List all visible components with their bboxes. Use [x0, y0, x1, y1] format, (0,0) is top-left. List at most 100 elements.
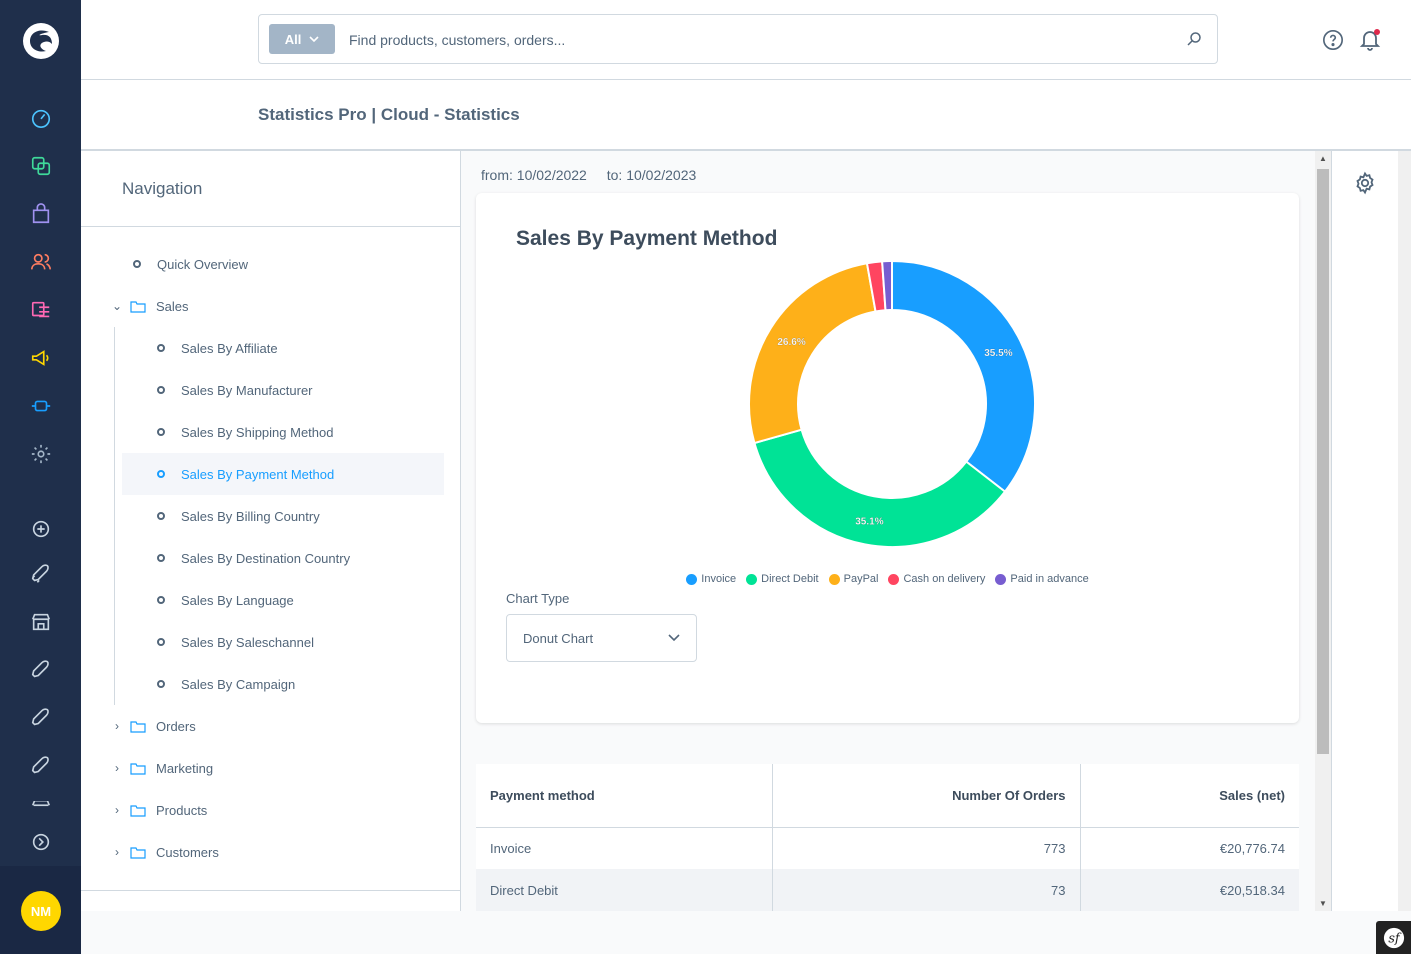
content-icon[interactable] — [28, 297, 54, 323]
avatar[interactable]: NM — [21, 891, 61, 931]
rocket-icon[interactable] — [28, 705, 54, 731]
bullet-icon — [157, 680, 165, 688]
chevron-down-icon[interactable]: ⌄ — [111, 299, 123, 313]
nav-item-sales-by-payment-method[interactable]: Sales By Payment Method — [122, 453, 444, 495]
legend-item-paid-in-advance[interactable]: Paid in advance — [995, 573, 1089, 585]
expand-sidebar-icon[interactable] — [28, 829, 54, 855]
marketing-icon[interactable] — [28, 345, 54, 371]
chart-legend: Invoice Direct Debit PayPal Cash on deliver… — [476, 573, 1299, 585]
nav-item-label: Orders — [156, 718, 196, 734]
search-input[interactable] — [349, 29, 1149, 51]
storefront-icon[interactable] — [28, 609, 54, 635]
legend-item-cash-on-delivery[interactable]: Cash on delivery — [888, 573, 985, 585]
donut-slice-direct-debit[interactable] — [753, 428, 1007, 548]
nav-folder-customers[interactable]: › Customers — [110, 831, 219, 873]
content-scrollbar[interactable]: ▲ ▼ — [1315, 151, 1331, 911]
right-sidebar — [1331, 151, 1411, 911]
chevron-right-icon[interactable]: › — [115, 719, 119, 733]
chart-type-value: Donut Chart — [523, 630, 594, 646]
chevron-right-icon[interactable]: › — [115, 761, 119, 775]
gear-icon[interactable] — [1353, 171, 1377, 195]
add-circle-icon[interactable] — [28, 516, 54, 542]
bullet-icon — [157, 554, 165, 562]
slice-data-label: 35.1% — [855, 516, 883, 527]
folder-open-icon — [130, 300, 146, 313]
column-header-payment-method[interactable]: Payment method — [476, 764, 772, 828]
donut-slice-invoice[interactable] — [891, 259, 1036, 494]
folder-icon — [130, 804, 146, 817]
cell-number-of-orders: 773 — [771, 827, 1080, 869]
customers-icon[interactable] — [28, 249, 54, 275]
legend-label: Invoice — [701, 573, 737, 585]
extensions-icon[interactable] — [28, 393, 54, 419]
search-type-label: All — [284, 31, 302, 47]
rocket-icon[interactable] — [28, 753, 54, 779]
date-from: from: 10/02/2022 — [481, 167, 587, 183]
top-header: All — [81, 0, 1411, 80]
search-type-dropdown[interactable]: All — [269, 24, 335, 54]
donut-slice-paid-in-advance[interactable] — [881, 259, 893, 312]
chevron-right-icon[interactable]: › — [115, 845, 119, 859]
bullet-icon — [157, 386, 165, 394]
legend-marker — [746, 573, 758, 585]
page-title-bar: Statistics Pro | Cloud - Statistics — [81, 80, 1411, 151]
nav-item-sales-by-affiliate[interactable]: Sales By Affiliate — [157, 327, 278, 369]
nav-item-sales-by-billing-country[interactable]: Sales By Billing Country — [157, 495, 320, 537]
nav-item-sales-by-campaign[interactable]: Sales By Campaign — [157, 663, 295, 705]
legend-label: Cash on delivery — [903, 573, 986, 585]
nav-item-label: Quick Overview — [157, 256, 249, 272]
donut-slice-paypal[interactable] — [748, 262, 877, 445]
legend-label: Direct Debit — [761, 573, 819, 585]
scroll-down-arrow-icon[interactable]: ▼ — [1319, 899, 1327, 908]
scroll-up-arrow-icon[interactable]: ▲ — [1319, 154, 1327, 163]
sidebar-scrollbar[interactable] — [1398, 151, 1411, 911]
payment-method-table: Payment method Number Of Orders Sales (n… — [476, 764, 1299, 911]
page-title: Statistics Pro | Cloud - Statistics — [258, 105, 520, 124]
bell-icon[interactable] — [1358, 27, 1382, 51]
nav-item-sales-by-shipping-method[interactable]: Sales By Shipping Method — [157, 411, 333, 453]
orders-icon[interactable] — [28, 201, 54, 227]
bullet-icon — [157, 596, 165, 604]
symfony-toolbar-icon[interactable]: sf — [1376, 921, 1411, 954]
tree-guide-line — [114, 327, 115, 705]
storefront-icon[interactable] — [28, 801, 54, 815]
cell-payment-method: Invoice — [490, 840, 532, 856]
rocket-icon[interactable] — [28, 657, 54, 683]
shopware-logo[interactable] — [22, 22, 60, 60]
donut-chart: 35.5% 35.1% 26.6% — [748, 259, 1036, 548]
help-icon[interactable] — [1322, 29, 1344, 51]
nav-item-sales-by-language[interactable]: Sales By Language — [157, 579, 294, 621]
chevron-right-icon[interactable]: › — [115, 803, 119, 817]
legend-label: Paid in advance — [1010, 573, 1089, 585]
nav-item-sales-by-saleschannel[interactable]: Sales By Saleschannel — [157, 621, 314, 663]
chevron-down-icon — [309, 35, 319, 42]
date-range: from: 10/02/2022 to: 10/02/2023 — [481, 167, 712, 183]
legend-marker — [686, 573, 698, 585]
legend-marker — [888, 573, 900, 585]
nav-folder-marketing[interactable]: › Marketing — [110, 747, 213, 789]
table-row: Direct Debit 73 €20,518.34 — [476, 869, 1299, 911]
nav-item-quick-overview[interactable]: Quick Overview — [133, 243, 248, 285]
nav-item-label: Sales By Manufacturer — [181, 382, 313, 398]
catalogue-icon[interactable] — [28, 153, 54, 179]
rocket-icon[interactable] — [28, 561, 54, 587]
legend-item-invoice[interactable]: Invoice — [686, 573, 736, 585]
legend-marker — [828, 573, 840, 585]
scrollbar-thumb[interactable] — [1317, 169, 1329, 754]
legend-item-paypal[interactable]: PayPal — [828, 573, 878, 585]
settings-icon[interactable] — [28, 441, 54, 467]
nav-item-sales-by-manufacturer[interactable]: Sales By Manufacturer — [157, 369, 313, 411]
column-header-sales-net[interactable]: Sales (net) — [1079, 764, 1299, 828]
column-header-number-of-orders[interactable]: Number Of Orders — [771, 764, 1080, 828]
search-icon[interactable] — [1185, 30, 1203, 48]
nav-folder-orders[interactable]: › Orders — [110, 705, 196, 747]
nav-folder-products[interactable]: › Products — [110, 789, 207, 831]
nav-folder-sales[interactable]: ⌄ Sales — [110, 285, 189, 327]
statistics-navigation: Navigation Quick Overview ⌄ Sales Sales … — [81, 151, 461, 911]
table-row: Invoice 773 €20,776.74 — [476, 827, 1299, 869]
nav-item-sales-by-destination-country[interactable]: Sales By Destination Country — [157, 537, 350, 579]
dashboard-icon[interactable] — [28, 105, 54, 131]
legend-item-direct-debit[interactable]: Direct Debit — [746, 573, 819, 585]
chart-type-label: Chart Type — [506, 591, 570, 606]
chart-type-select[interactable]: Donut Chart — [506, 614, 697, 662]
